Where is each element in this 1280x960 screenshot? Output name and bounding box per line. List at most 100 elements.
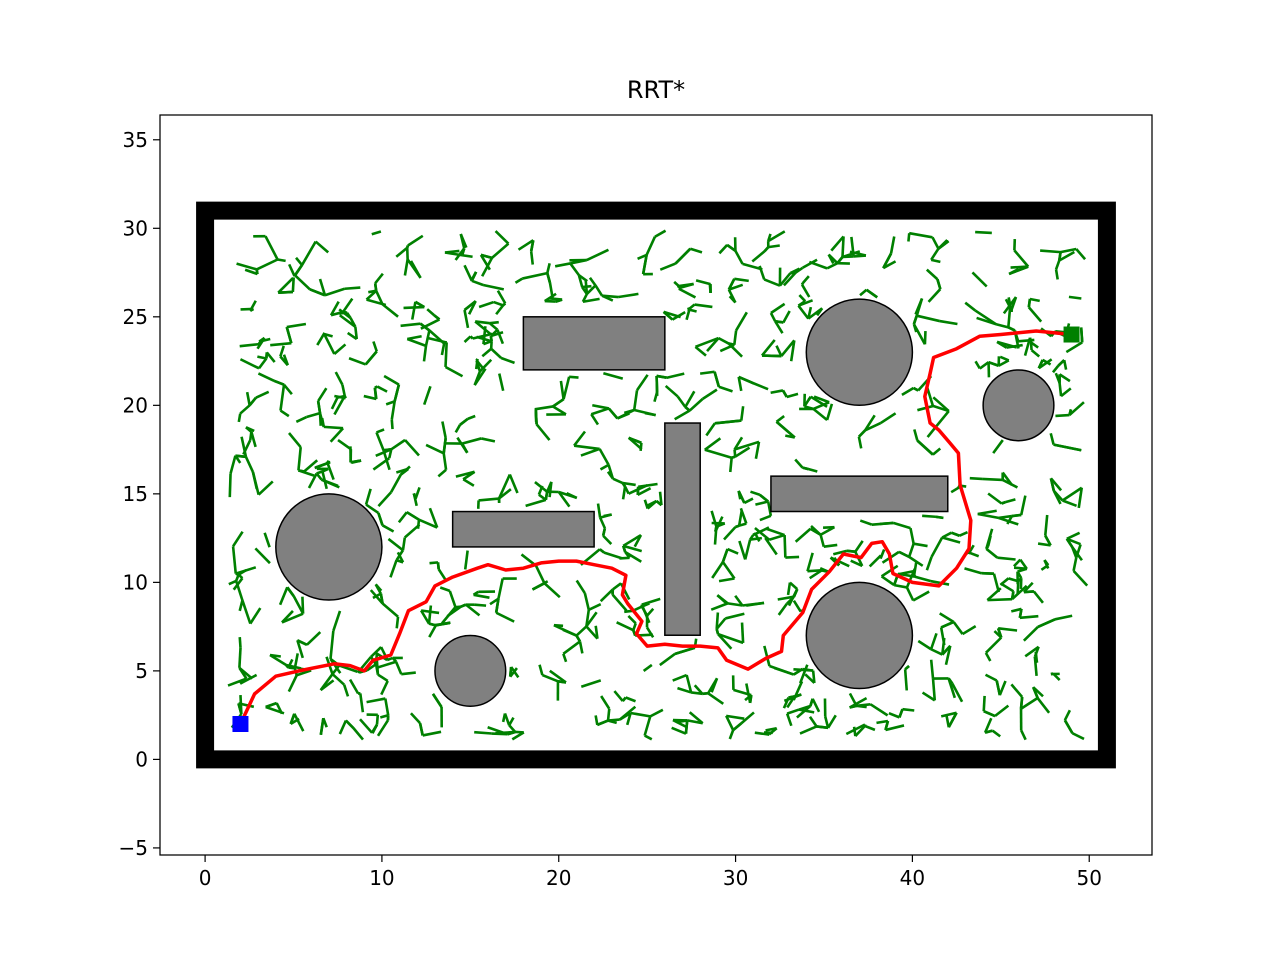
tree-edge — [638, 482, 658, 489]
tree-edge — [811, 670, 816, 684]
tree-edge — [659, 652, 676, 667]
tree-edge — [908, 555, 924, 567]
tree-edge — [376, 660, 397, 669]
tree-edge — [338, 719, 348, 735]
tree-edge — [232, 577, 244, 591]
tree-edge — [1038, 358, 1053, 370]
tree-edge — [331, 664, 341, 675]
tree-edge — [788, 695, 795, 699]
tree-edge — [440, 342, 446, 356]
tree-edge — [808, 260, 828, 270]
tree-edge — [898, 550, 910, 559]
tree-edge — [429, 561, 439, 565]
tree-edge — [717, 632, 744, 645]
tree-edge — [643, 715, 652, 736]
tree-edge — [659, 262, 677, 271]
tree-edge — [766, 501, 773, 517]
tree-edge — [459, 417, 469, 426]
tree-edge — [778, 272, 792, 287]
tree-edge — [740, 622, 745, 643]
tree-edge — [717, 336, 730, 345]
tree-edge — [494, 230, 510, 245]
tree-edge — [988, 360, 1000, 367]
tree-edge — [407, 335, 422, 341]
tree-edge — [782, 271, 797, 287]
tree-edge — [734, 277, 749, 283]
tree-edge — [732, 722, 743, 732]
tree-edge — [546, 263, 551, 274]
tree-edge — [239, 358, 260, 370]
tree-edge — [793, 667, 804, 676]
tree-edge — [1037, 542, 1051, 547]
tree-edge — [845, 723, 866, 736]
tree-edge — [721, 548, 729, 563]
tree-edge — [939, 319, 958, 326]
tree-edge — [819, 534, 826, 548]
tree-edge — [395, 549, 405, 561]
tree-edge — [944, 645, 952, 666]
tree-edge — [688, 711, 704, 725]
tree-edge — [377, 512, 384, 526]
tree-edge — [331, 673, 346, 686]
tree-edge — [348, 357, 367, 366]
tree-edge — [633, 534, 643, 548]
tree-edge — [641, 254, 648, 275]
tree-edge — [992, 439, 1004, 454]
tree-edge — [1011, 513, 1022, 518]
tree-edge — [603, 371, 624, 380]
tree-edge — [329, 630, 335, 660]
tree-edge — [768, 533, 785, 542]
tree-edge — [1020, 697, 1039, 710]
tree-edge — [611, 593, 628, 612]
tree-edge — [444, 342, 448, 368]
tree-edge — [338, 311, 348, 315]
tree-edge — [559, 380, 565, 400]
tree-edge — [444, 365, 464, 378]
tree-edge — [291, 277, 295, 293]
tree-edge — [510, 666, 520, 679]
tree-edge — [473, 593, 490, 599]
tree-edge — [283, 383, 293, 395]
tree-edge — [474, 603, 487, 607]
tree-edge — [228, 473, 232, 498]
tree-edge — [534, 409, 538, 425]
tree-edge — [645, 626, 655, 638]
tree-edge — [386, 656, 394, 662]
tree-edge — [737, 376, 743, 392]
tree-edge — [380, 680, 389, 696]
tree-edge — [854, 725, 866, 737]
tree-edge — [775, 345, 783, 357]
tree-edge — [740, 711, 755, 725]
tree-edge — [984, 673, 998, 682]
tree-edge — [940, 711, 957, 718]
tree-edge — [465, 603, 481, 617]
tree-edge — [1051, 364, 1060, 374]
tree-edge — [759, 514, 772, 522]
tree-edge — [281, 610, 294, 624]
tree-edge — [387, 537, 404, 552]
tree-edge — [984, 636, 1003, 654]
goal-marker — [1063, 326, 1080, 343]
tree-edge — [239, 342, 261, 348]
tree-edge — [735, 524, 740, 529]
tree-edge — [1072, 569, 1089, 587]
tree-edge — [514, 277, 523, 284]
x-tick-label: 0 — [199, 866, 212, 890]
tree-edge — [969, 476, 983, 481]
tree-edge — [727, 602, 743, 607]
tree-edge — [1049, 432, 1055, 445]
tree-edge — [478, 300, 495, 309]
tree-edge — [437, 468, 447, 478]
tree-edge — [322, 333, 336, 355]
tree-edge — [892, 521, 911, 530]
tree-edge — [789, 340, 796, 362]
tree-edge — [864, 414, 876, 432]
tree-edge — [373, 387, 378, 398]
tree-edge — [544, 491, 549, 501]
tree-edge — [859, 288, 868, 297]
tree-edge — [786, 708, 800, 715]
tree-edge — [1065, 341, 1083, 354]
tree-edge — [658, 491, 663, 506]
tree-edge — [264, 235, 279, 261]
tree-edge — [865, 288, 878, 299]
